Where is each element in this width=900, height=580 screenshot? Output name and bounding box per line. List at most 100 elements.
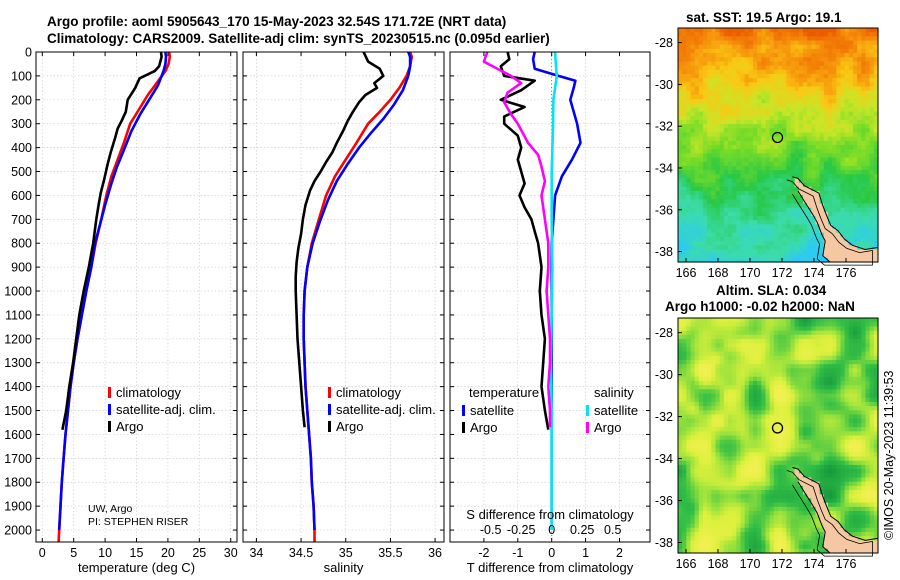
map-cell <box>690 236 696 242</box>
map-cell <box>678 523 683 529</box>
map-cell <box>740 397 746 403</box>
map-cell <box>698 124 704 129</box>
map-cell <box>798 364 804 369</box>
map-cell <box>728 443 733 449</box>
map-cell <box>815 343 821 348</box>
map-cell <box>719 380 725 386</box>
map-cell <box>782 540 787 546</box>
map-cell <box>765 431 771 437</box>
map-cell <box>794 111 800 117</box>
map-cell <box>840 132 846 138</box>
map-cell <box>711 128 717 134</box>
map-cell <box>723 28 729 33</box>
map-cell <box>807 136 812 142</box>
map-cell <box>798 452 804 458</box>
map-cell <box>694 140 700 146</box>
map-cell <box>707 57 712 63</box>
map-cell <box>736 460 742 466</box>
map-cell <box>778 78 783 83</box>
map-cell <box>686 359 692 365</box>
map-cell <box>694 481 700 487</box>
map-cell <box>686 506 692 512</box>
map-cell <box>753 161 758 167</box>
map-cell <box>761 469 767 474</box>
map-cell <box>819 119 825 125</box>
map-cell <box>811 540 817 546</box>
map-cell <box>678 90 683 96</box>
map-cell <box>715 40 721 46</box>
map-cell <box>682 322 687 327</box>
map-cell <box>686 65 692 71</box>
map-cell <box>761 523 767 529</box>
map-cell <box>857 207 862 213</box>
map-cell <box>769 427 775 432</box>
map-cell <box>711 161 717 167</box>
map-cell <box>832 224 837 230</box>
map-cell <box>869 241 875 246</box>
map-cell <box>757 439 762 445</box>
map-cell <box>832 132 837 138</box>
map-cell <box>869 82 875 88</box>
map-cell <box>798 376 804 382</box>
map-cell <box>840 65 846 71</box>
map-cell <box>786 174 792 180</box>
map-cell <box>828 236 833 242</box>
map-cell <box>744 490 750 495</box>
map-cell <box>736 203 742 209</box>
map-cell <box>823 190 829 196</box>
map-cell <box>740 481 746 487</box>
map-cell <box>807 347 812 353</box>
map-cell <box>811 61 817 67</box>
map-cell <box>765 195 771 200</box>
map-cell <box>873 107 879 113</box>
map-cell <box>698 536 704 542</box>
map-cell <box>865 90 871 96</box>
x-tick-label: 2 <box>616 546 623 560</box>
map-cell <box>748 502 754 508</box>
map-cell <box>765 119 771 125</box>
map-cell <box>736 82 742 88</box>
map-cell <box>723 103 729 108</box>
map-cell <box>748 86 754 92</box>
map-cell <box>828 241 833 246</box>
map-cell <box>732 506 737 512</box>
map-cell <box>728 224 733 230</box>
map-cell <box>803 460 808 466</box>
y-tick-label: 500 <box>11 165 32 179</box>
map-cell <box>690 464 696 470</box>
map-cell <box>807 318 812 323</box>
map-cell <box>819 107 825 113</box>
map-cell <box>757 347 762 353</box>
map-cell <box>761 330 767 336</box>
map-cell <box>723 153 729 159</box>
map-cell <box>790 115 796 121</box>
map-cell <box>711 355 717 361</box>
map-cell <box>753 48 758 54</box>
map-cell <box>740 103 746 108</box>
map-cell <box>811 44 817 50</box>
map-cell <box>811 153 817 159</box>
map-cell <box>719 519 725 525</box>
map-cell <box>748 207 754 213</box>
map-cell <box>798 515 804 521</box>
map-cell <box>694 439 700 445</box>
map-cell <box>803 481 808 487</box>
map-cell <box>832 103 837 108</box>
map-cell <box>794 414 800 420</box>
map-cell <box>807 397 812 403</box>
map-cell <box>686 443 692 449</box>
map-cell <box>694 241 700 246</box>
map-cell <box>707 376 712 382</box>
map-cell <box>744 548 750 554</box>
map-cell <box>753 544 758 550</box>
map-cell <box>740 456 746 462</box>
map-cell <box>711 330 717 336</box>
map-cell <box>694 57 700 63</box>
map-cell <box>815 61 821 67</box>
map-cell <box>807 36 812 42</box>
map-cell <box>736 136 742 142</box>
map-cell <box>711 460 717 466</box>
map-cell <box>803 140 808 146</box>
map-cell <box>857 211 862 217</box>
map-cell <box>848 170 854 175</box>
